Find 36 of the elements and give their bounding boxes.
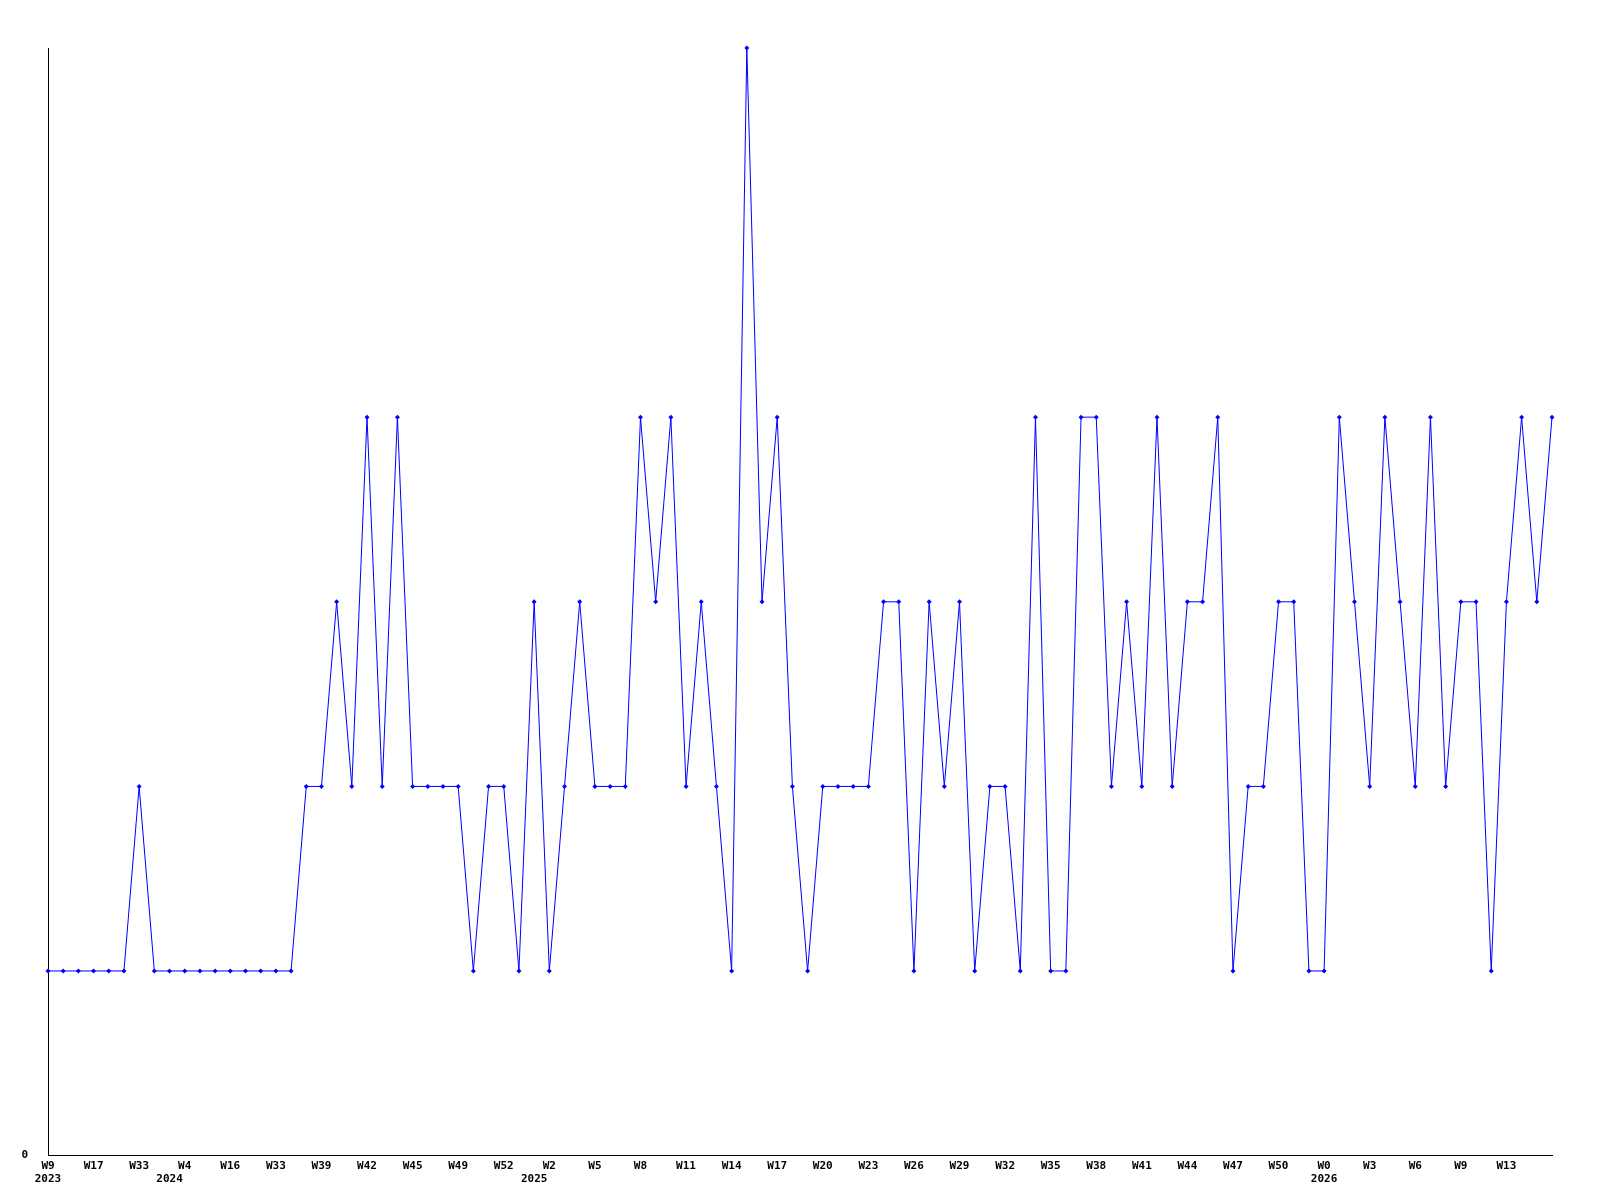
x-tick-label: W5: [588, 1159, 602, 1173]
x-tick-label: W45: [402, 1159, 423, 1173]
x-tick-label: W33: [129, 1159, 150, 1173]
x-tick-label: W38: [1086, 1159, 1107, 1173]
x-tick-label: W29: [949, 1159, 970, 1173]
x-tick-label: W3: [1363, 1159, 1377, 1173]
x-tick-label: W14: [721, 1159, 742, 1173]
x-tick-label: 2024: [156, 1172, 184, 1186]
x-tick-label: W49: [448, 1159, 469, 1173]
x-tick-label: W32: [995, 1159, 1016, 1173]
x-tick-label: W44: [1177, 1159, 1198, 1173]
x-tick-label: W39: [311, 1159, 332, 1173]
x-tick-label: W41: [1131, 1159, 1153, 1173]
x-tick-label: W4: [178, 1159, 192, 1173]
x-tick-label: W35: [1040, 1159, 1061, 1173]
x-tick-label: W6: [1408, 1159, 1423, 1173]
x-tick-label: W47: [1223, 1159, 1243, 1173]
x-tick-label: W50: [1268, 1159, 1289, 1173]
x-tick-label: 2025: [520, 1172, 548, 1186]
x-tick-label: W17: [767, 1159, 788, 1173]
x-tick-label: W26: [904, 1159, 925, 1173]
x-tick-label: W11: [676, 1159, 697, 1173]
x-tick-label: W52: [493, 1159, 514, 1173]
x-tick-label: W16: [220, 1159, 241, 1173]
x-tick-label: W20: [812, 1159, 833, 1173]
x-tick-label: W33: [265, 1159, 286, 1173]
x-tick-label: W23: [858, 1159, 879, 1173]
x-tick-label: W8: [633, 1159, 648, 1173]
text: 0: [21, 1148, 28, 1162]
x-tick-label: W9: [1454, 1159, 1468, 1173]
x-tick-label: W13: [1496, 1159, 1517, 1173]
x-tick-label: W9 2023: [34, 1159, 62, 1186]
x-tick-label: W0 2026: [1310, 1159, 1338, 1186]
x-tick-label: W2: [542, 1159, 556, 1173]
x-tick-label: W42: [357, 1159, 377, 1173]
x-tick-label: W17: [83, 1159, 104, 1173]
